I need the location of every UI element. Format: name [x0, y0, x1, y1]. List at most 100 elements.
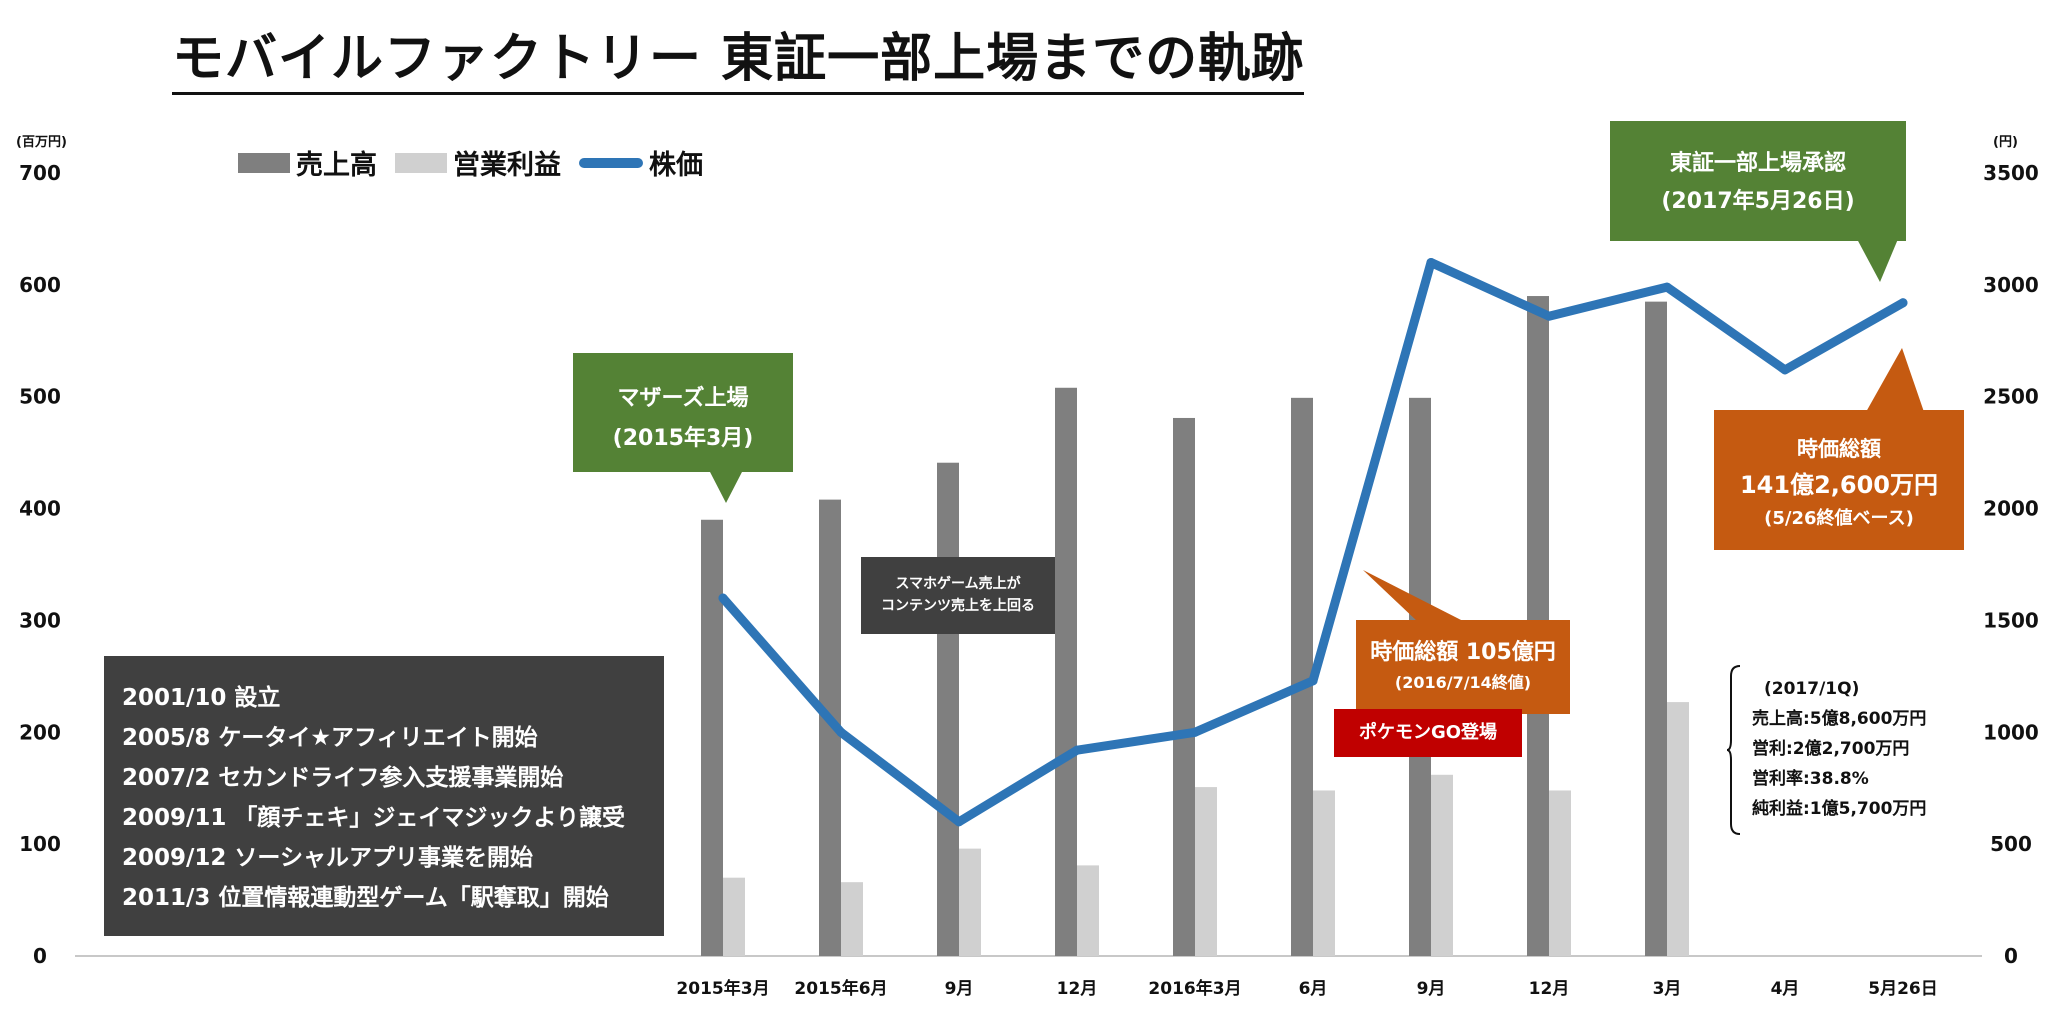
right-axis-tick-label: 0 [2004, 944, 2018, 968]
callout-tse-line1: 東証一部上場承認 [1669, 151, 1846, 176]
callout-tse-first-section: 東証一部上場承認 (2017年5月26日) [1610, 121, 1906, 241]
history-item: 2009/11 「顔チェキ」ジェイマジックより譲受 [122, 805, 625, 831]
legend-label-stock-price: 株価 [649, 150, 703, 181]
x-axis-category-label: 12月 [1057, 979, 1098, 999]
callout-cap105-line2: (2016/7/14終値) [1394, 673, 1532, 692]
legend-swatch-operating-profit [395, 152, 447, 173]
operating-profit-bar [841, 882, 863, 956]
sales-bar [1173, 417, 1195, 956]
history-item: 2001/10 設立 [122, 685, 281, 711]
callout-mothers-line1: マザーズ上場 [617, 386, 749, 411]
stock-price-point [1662, 282, 1672, 292]
sales-bar [1055, 387, 1077, 956]
q1-line: 営利率:38.8% [1752, 769, 1869, 789]
company-history-box: 2001/10 設立 2005/8 ケータイ★アフィリエイト開始 2007/2 … [104, 656, 664, 936]
left-axis-tick-label: 100 [19, 832, 61, 856]
legend-label-operating-profit: 営業利益 [453, 150, 561, 181]
right-axis-tick-label: 500 [1990, 832, 2032, 856]
x-axis-category-label: 6月 [1299, 979, 1328, 999]
x-axis-category-label: 2015年3月 [676, 978, 769, 999]
right-axis-unit: (円) [1993, 135, 2018, 150]
stock-price-point [1190, 727, 1200, 737]
callout-smartphone-line1: スマホゲーム売上が [895, 576, 1021, 592]
history-item: 2009/12 ソーシャルアプリ事業を開始 [122, 845, 533, 871]
sales-bar [1291, 397, 1313, 956]
legend-item-operating-profit: 営業利益 [395, 143, 561, 182]
right-axis-tick-label: 2500 [1983, 385, 2039, 409]
stock-price-point [1898, 298, 1908, 308]
right-axis-tick-label: 3500 [1983, 161, 2039, 185]
q1-line: 営利:2億2,700万円 [1752, 739, 1910, 759]
q1-line: 売上高:5億8,600万円 [1752, 709, 1927, 729]
legend-swatch-sales [238, 152, 290, 173]
left-axis-tick-label: 0 [33, 944, 47, 968]
x-axis-category-label: 4月 [1771, 979, 1800, 999]
legend: 売上高 営業利益 株価 [238, 143, 703, 182]
callout-smartphone-line2: コンテンツ売上を上回る [881, 598, 1035, 614]
right-axis-tick-label: 1000 [1983, 720, 2039, 744]
operating-profit-bar [1667, 702, 1689, 956]
legend-swatch-stock-price [579, 157, 643, 168]
x-axis-category-label: 5月26日 [1868, 979, 1938, 999]
left-axis-tick-label: 600 [19, 273, 61, 297]
callout-cap141-pointer [1866, 348, 1924, 412]
callout-cap141-line1: 時価総額 [1797, 437, 1881, 461]
stock-price-point [954, 817, 964, 827]
callout-market-cap-105: 時価総額 105億円 (2016/7/14終値) [1356, 620, 1570, 714]
callout-pokemon-text: ポケモンGO登場 [1358, 722, 1498, 743]
x-axis-category-label: 9月 [945, 979, 974, 999]
history-item: 2011/3 位置情報連動型ゲーム「駅奪取」開始 [122, 885, 609, 911]
callout-mothers-pointer [709, 470, 743, 503]
sales-bar [1645, 301, 1667, 956]
stock-price-point [836, 727, 846, 737]
page-title: モバイルファクトリー 東証一部上場までの軌跡 [172, 28, 1305, 95]
operating-profit-bar [1431, 774, 1453, 956]
legend-item-stock-price: 株価 [579, 143, 703, 182]
right-axis-tick-label: 3000 [1983, 273, 2039, 297]
legend-label-sales: 売上高 [296, 150, 377, 181]
callout-smartphone-sales: スマホゲーム売上が コンテンツ売上を上回る [861, 557, 1055, 634]
q1-heading: (2017/1Q) [1764, 679, 1860, 699]
callout-tse-line2: (2017年5月26日) [1661, 189, 1855, 214]
sales-bar [819, 499, 841, 956]
stock-price-point [1308, 676, 1318, 686]
operating-profit-bar [1313, 790, 1335, 956]
left-axis-tick-label: 200 [19, 720, 61, 744]
legend-item-sales: 売上高 [238, 143, 377, 182]
left-axis-tick-label: 300 [19, 608, 61, 632]
q1-line: 純利益:1億5,700万円 [1752, 799, 1927, 819]
right-axis-tick-label: 1500 [1983, 608, 2039, 632]
right-axis-tick-label: 2000 [1983, 497, 2039, 521]
callout-mothers-listing: マザーズ上場 (2015年3月) [573, 353, 793, 472]
callout-cap141-line2: 141億2,600万円 [1739, 471, 1938, 499]
x-axis-category-label: 2015年6月 [794, 978, 887, 999]
sales-bar [701, 519, 723, 956]
operating-profit-bar [723, 877, 745, 956]
x-axis-category-label: 12月 [1529, 979, 1570, 999]
left-axis-tick-label: 500 [19, 385, 61, 409]
callout-pokemon-go: ポケモンGO登場 [1334, 709, 1522, 757]
stock-price-point [718, 593, 728, 603]
stock-price-point [1426, 257, 1436, 267]
sales-bar [937, 462, 959, 956]
stock-price-point [1780, 365, 1790, 375]
history-item: 2007/2 セカンドライフ参入支援事業開始 [122, 765, 564, 791]
stock-price-point [1544, 311, 1554, 321]
operating-profit-bar [959, 848, 981, 956]
x-axis-category-label: 2016年3月 [1148, 978, 1241, 999]
left-axis-tick-label: 700 [19, 161, 61, 185]
q1-brace [1727, 665, 1741, 835]
callout-cap141-line3: (5/26終値ベース) [1764, 508, 1914, 529]
callout-mothers-line2: (2015年3月) [612, 426, 754, 451]
x-axis-category-label: 9月 [1417, 979, 1446, 999]
callout-tse-pointer [1857, 239, 1898, 282]
x-axis-category-label: 3月 [1653, 979, 1682, 999]
left-axis-unit: (百万円) [16, 135, 67, 150]
callout-cap105-line1: 時価総額 105億円 [1370, 640, 1556, 665]
callout-market-cap-141: 時価総額 141億2,600万円 (5/26終値ベース) [1714, 410, 1964, 550]
callout-cap105-pointer [1363, 570, 1465, 622]
operating-profit-bar [1549, 790, 1571, 956]
operating-profit-bar [1077, 865, 1099, 956]
q1-summary: (2017/1Q) 売上高:5億8,600万円 営利:2億2,700万円 営利率… [1752, 674, 1926, 824]
